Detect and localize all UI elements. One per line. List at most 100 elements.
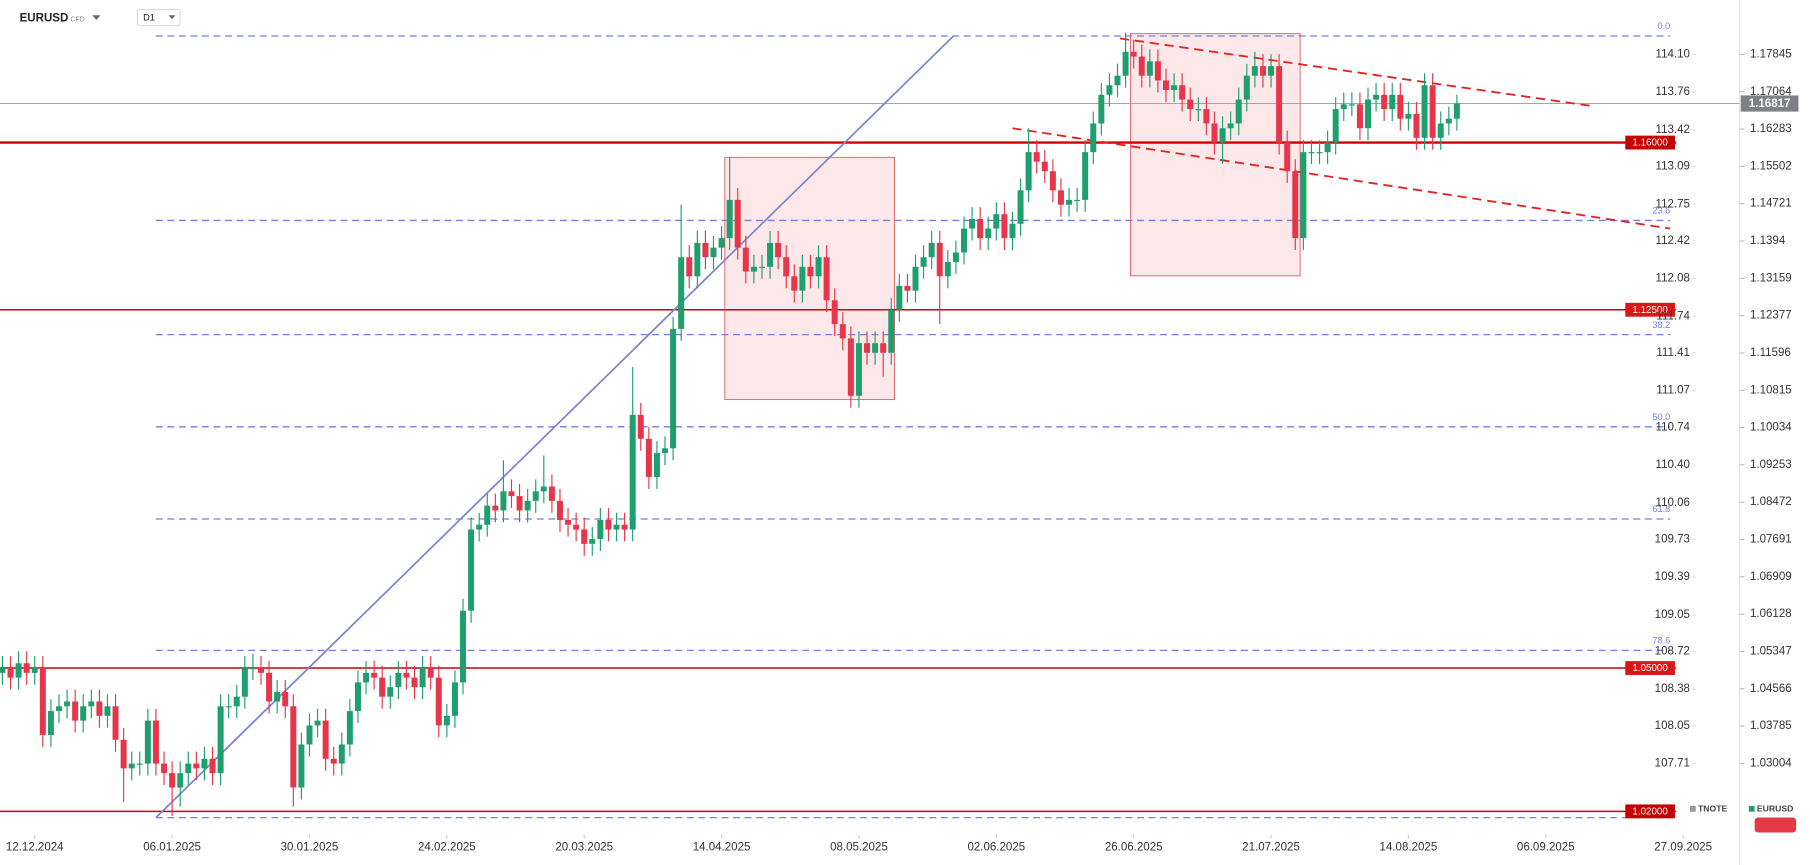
candle-body — [88, 701, 95, 707]
x-tick-label: 08.05.2025 — [830, 842, 888, 854]
candle-body — [120, 739, 127, 769]
candle-body — [1389, 94, 1396, 110]
y-tick-label: 1.17064 — [1750, 86, 1792, 98]
y2-tick-label: 113.09 — [1656, 161, 1690, 173]
candle-body — [815, 257, 822, 277]
candle-body — [847, 338, 854, 396]
level-tag — [1625, 135, 1675, 150]
level-label: 1.05000 — [1632, 663, 1668, 674]
highlight-box — [724, 156, 895, 401]
candle-body — [387, 687, 394, 697]
y-tick-label: 1.05347 — [1750, 646, 1792, 658]
y2-tick-label: 113.42 — [1656, 124, 1690, 136]
candle-body — [1146, 61, 1153, 76]
candle-body — [128, 763, 135, 769]
candle-body — [1211, 123, 1218, 143]
candle-body — [1235, 99, 1242, 124]
candle-body — [217, 706, 224, 774]
candle-body — [1130, 51, 1137, 57]
candle-body — [1340, 104, 1347, 110]
y2-tick-label: 109.73 — [1655, 533, 1690, 545]
legend-label: TNOTE — [1698, 804, 1728, 814]
y2-tick-label: 107.71 — [1655, 758, 1690, 770]
legend-swatch — [1689, 805, 1696, 812]
candle-body — [1324, 142, 1331, 153]
candle-body — [1017, 190, 1024, 224]
candle-body — [928, 242, 935, 258]
candle-body — [556, 500, 563, 520]
x-tick-label: 21.07.2025 — [1242, 842, 1300, 854]
candle-body — [1332, 109, 1339, 143]
candle-body — [233, 696, 240, 707]
candle-body — [354, 682, 361, 712]
x-tick-label: 02.06.2025 — [967, 842, 1025, 854]
candle-body — [645, 438, 652, 477]
timeframe-dropdown[interactable] — [168, 15, 176, 20]
candle-body — [783, 257, 790, 277]
candle-body — [64, 701, 71, 707]
candle-body — [548, 486, 555, 501]
action-button[interactable] — [1754, 817, 1797, 833]
candle-body — [39, 668, 46, 735]
y-tick-label: 1.10815 — [1750, 384, 1792, 396]
candle-body — [266, 672, 273, 702]
candle-body — [888, 309, 895, 353]
candle-body — [686, 257, 693, 277]
candle-body — [1122, 51, 1129, 76]
x-tick-label: 14.04.2025 — [693, 842, 751, 854]
y2-tick-label: 111.74 — [1656, 310, 1690, 322]
candle-body — [274, 691, 281, 702]
candle-body — [880, 343, 887, 353]
candle-body — [31, 668, 38, 673]
candle-body — [952, 252, 959, 262]
symbol-dropdown[interactable] — [92, 15, 101, 20]
candle-body — [936, 242, 943, 277]
y2-tick-label: 108.72 — [1655, 646, 1690, 658]
candle-body — [799, 266, 806, 291]
candle-body — [1397, 94, 1404, 119]
y-tick-label: 1.16283 — [1750, 123, 1792, 135]
y2-tick-label: 112.75 — [1656, 198, 1690, 210]
candle-body — [896, 285, 903, 310]
y-tick-label: 1.09253 — [1750, 459, 1792, 471]
candle-body — [613, 524, 620, 530]
candle-body — [290, 706, 297, 788]
symbol[interactable]: EURUSD — [20, 13, 69, 25]
y-tick-label: 1.03004 — [1750, 757, 1792, 769]
candle-body — [1243, 75, 1250, 100]
candle-body — [419, 668, 426, 688]
candle-body — [726, 199, 733, 239]
timeframe-select[interactable] — [136, 8, 181, 27]
instrument-type: CFD — [70, 17, 84, 24]
candle-body — [1284, 142, 1291, 172]
candle-body — [1154, 61, 1161, 81]
candle-body — [1227, 123, 1234, 129]
level-tag — [1625, 804, 1675, 819]
candle-body — [710, 247, 717, 258]
y-tick-label: 1.13159 — [1750, 272, 1792, 284]
candle-body — [1114, 75, 1121, 86]
candle-body — [1041, 161, 1048, 172]
candle-body — [791, 276, 798, 291]
candle-body — [985, 228, 992, 239]
candle-body — [484, 505, 491, 525]
candle-body — [1445, 118, 1452, 124]
candle-body — [1074, 199, 1081, 202]
candle-body — [678, 257, 685, 329]
x-tick-label: 20.03.2025 — [555, 842, 613, 854]
candle-body — [1106, 85, 1113, 95]
x-tick-label: 27.09.2025 — [1654, 842, 1712, 854]
candle-body — [1259, 66, 1266, 76]
candle-body — [492, 505, 499, 511]
candle-body — [775, 242, 782, 258]
candle-body — [177, 773, 184, 788]
candle-body — [403, 672, 410, 678]
candle-body — [112, 706, 119, 740]
candle-body — [427, 668, 434, 678]
candle-body — [662, 448, 669, 454]
y-tick-label: 1.17845 — [1750, 48, 1792, 60]
level-label: 1.12500 — [1632, 305, 1668, 316]
candle-body — [589, 539, 596, 544]
candle-body — [532, 491, 539, 501]
